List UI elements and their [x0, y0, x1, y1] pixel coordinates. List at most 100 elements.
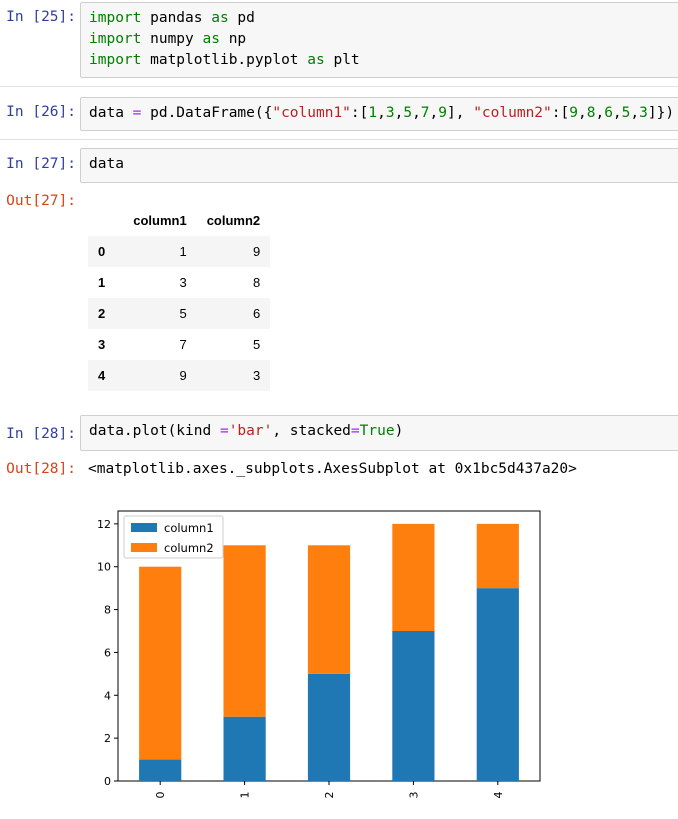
bar-column1-3 [392, 631, 435, 781]
bar-column1-0 [139, 759, 182, 781]
code-token: ]}) [647, 105, 675, 121]
code-token: 1 [368, 105, 378, 121]
code-token: data [89, 156, 124, 172]
code-token: = [219, 423, 229, 439]
x-tick-label: 4 [492, 792, 505, 799]
y-tick-label: 12 [97, 518, 111, 531]
code-token: as [202, 31, 220, 47]
bar-column1-4 [476, 588, 519, 781]
code-token: , stacked [272, 423, 351, 439]
cell-column2: 3 [252, 368, 261, 383]
y-tick-label: 6 [104, 646, 111, 659]
cell-column2: 9 [252, 244, 261, 259]
code-token: :[ [551, 105, 570, 121]
code-token: , [429, 105, 439, 121]
code-token: 9 [569, 105, 578, 121]
code-token: , [612, 105, 622, 121]
row-index: 2 [98, 306, 106, 321]
bar-column1-1 [223, 716, 266, 781]
code-token: "column2" [473, 105, 552, 121]
code-token: matplotlib.pyplot [141, 52, 308, 68]
code-token: 9 [438, 105, 447, 121]
table-header-column2: column2 [206, 213, 261, 228]
bar-column2-3 [392, 523, 435, 631]
legend-swatch-column1 [131, 523, 157, 532]
table-row: 2 5 6 [88, 298, 271, 329]
x-tick-label: 1 [239, 792, 252, 799]
code-token: np [219, 31, 247, 47]
code-line: import numpy as np [89, 29, 678, 50]
y-tick-label: 0 [104, 775, 111, 788]
code-token: pd [228, 10, 255, 26]
code-token: data.plot(kind [89, 423, 220, 439]
cell-column2: 5 [252, 337, 261, 352]
cell-25-input[interactable]: import pandas as pd import numpy as np imp… [80, 2, 678, 78]
code-line: data = pd.DataFrame({"column1":[1,3,5,7,… [89, 103, 678, 124]
cell-28-output-prompt: Out[28]: [6, 461, 76, 477]
code-token: import [89, 31, 142, 47]
x-tick-label: 3 [407, 792, 420, 799]
bar-column2-4 [476, 523, 519, 589]
cell-27-prompt: In [27]: [6, 156, 76, 172]
bar-column2-1 [223, 545, 266, 717]
table-header-column1: column1 [133, 213, 187, 228]
code-token: import [89, 10, 142, 26]
code-token: numpy [141, 31, 203, 47]
row-index: 3 [98, 337, 106, 352]
code-token: 6 [604, 105, 613, 121]
table-row: 3 7 5 [88, 329, 270, 360]
code-line: import matplotlib.pyplot as plt [89, 50, 678, 71]
cell-column1: 1 [179, 244, 187, 259]
code-token: ], [447, 105, 474, 121]
cell-28-prompt: In [28]: [6, 426, 76, 442]
table-header-row: column1 column2 [88, 205, 270, 236]
legend-label-column2: column2 [164, 541, 214, 555]
cell-column1: 5 [179, 306, 187, 321]
code-token: 'bar' [228, 423, 273, 439]
dataframe-table: column1 column2 0 1 9 1 3 8 2 5 6 3 7 5 … [88, 205, 271, 391]
y-tick-label: 8 [104, 604, 111, 617]
cell-column2: 8 [252, 275, 261, 290]
code-token: 5 [403, 105, 413, 121]
cell-27-output-prompt: Out[27]: [6, 193, 76, 209]
cell-27-input[interactable]: data [80, 148, 678, 183]
table-row: 1 3 8 [88, 267, 270, 298]
cell-column1: 9 [179, 368, 187, 383]
cell-28-output-text: <matplotlib.axes._subplots.AxesSubplot a… [88, 461, 577, 477]
bar-column2-0 [139, 566, 182, 760]
cell-26-input[interactable]: data = pd.DataFrame({"column1":[1,3,5,7,… [80, 97, 678, 131]
table-row: 4 9 3 [88, 360, 271, 391]
cell-26-prompt: In [26]: [6, 104, 76, 120]
code-token: 7 [420, 105, 430, 121]
code-token: pd.DataFrame({ [141, 105, 273, 121]
code-token: ) [394, 423, 404, 439]
cell-column2: 6 [252, 306, 261, 321]
code-token: True [359, 423, 395, 439]
x-tick-label: 0 [154, 792, 167, 799]
code-token: as [307, 52, 325, 68]
y-tick-label: 10 [97, 561, 111, 574]
code-token: = [350, 423, 360, 439]
cell-column1: 7 [179, 337, 187, 352]
code-token: 8 [586, 105, 596, 121]
x-tick-label: 2 [323, 792, 336, 799]
table-header-index [88, 205, 123, 236]
cell-25-prompt: In [25]: [6, 9, 76, 25]
code-token: , [577, 105, 587, 121]
code-token: as [211, 10, 229, 26]
code-token: plt [324, 52, 360, 68]
code-token: import [89, 52, 142, 68]
code-token: , [377, 105, 386, 121]
code-token: pandas [141, 10, 212, 26]
cell-separator [0, 139, 678, 140]
y-tick-label: 4 [104, 689, 111, 702]
legend-label-column1: column1 [164, 521, 214, 535]
code-token: , [394, 105, 404, 121]
cell-28-input[interactable]: data.plot(kind ='bar', stacked=True) [80, 415, 678, 451]
y-tick-label: 2 [104, 732, 111, 745]
bar-column2-2 [307, 545, 351, 674]
code-token: 5 [621, 105, 631, 121]
code-token: , [412, 105, 421, 121]
code-line: data.plot(kind ='bar', stacked=True) [89, 421, 678, 442]
